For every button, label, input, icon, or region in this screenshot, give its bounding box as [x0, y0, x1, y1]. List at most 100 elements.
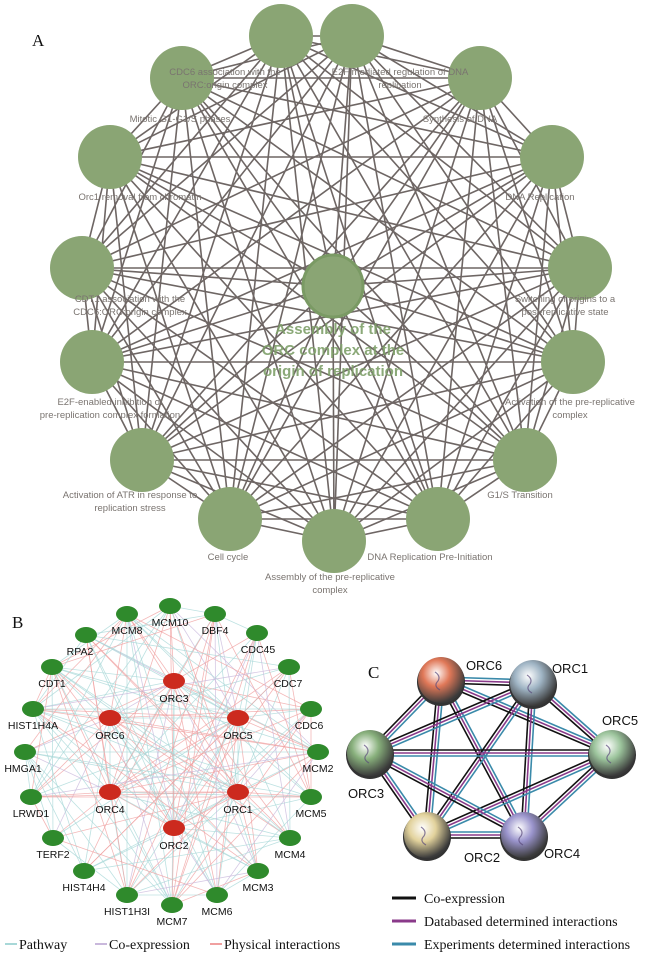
- interaction-edge: [216, 751, 319, 896]
- protein-node: [589, 730, 635, 776]
- interaction-edge: [51, 666, 128, 896]
- interaction-edge: [256, 632, 291, 839]
- related-gene-node: [307, 744, 329, 760]
- pathway-edge: [81, 77, 481, 269]
- center-pathway-label-line: ORC complex at the: [262, 342, 405, 359]
- interaction-edge: [171, 791, 239, 906]
- protein-label: ORC4: [544, 846, 580, 861]
- pathway-label-line: Mitotic G1-G1/S phases: [130, 114, 231, 125]
- query-gene-node: [227, 784, 249, 800]
- pathway-edge: [351, 35, 581, 269]
- related-gene-label: MCM3: [243, 882, 274, 894]
- center-pathway-node: [301, 253, 365, 319]
- pathway-node: [320, 4, 384, 68]
- related-gene-label: HIST1H3I: [104, 906, 150, 918]
- interaction-edge: [214, 613, 218, 896]
- interaction-edge: [109, 708, 312, 719]
- pathway-edge: [332, 285, 574, 363]
- protein-interaction-edge: [423, 679, 439, 835]
- interaction-edge: [83, 827, 175, 872]
- protein-interaction-edge: [426, 752, 613, 836]
- legend-label: Pathway: [19, 938, 67, 953]
- pathway-node: [406, 487, 470, 551]
- pathway-edge: [141, 285, 334, 461]
- pathway-edge: [81, 267, 526, 461]
- pathway-edge: [181, 77, 231, 520]
- related-gene-node: [246, 625, 268, 641]
- legend-label: Co-expression: [109, 938, 190, 953]
- protein-interaction-edge: [423, 680, 532, 834]
- panel-b-letter: B: [12, 613, 23, 632]
- pathway-label-line: Switching of origins to a: [515, 294, 616, 305]
- related-gene-label: MCM5: [296, 808, 327, 820]
- pathway-label: DNA Replication: [505, 192, 574, 203]
- pathway-edge: [91, 361, 335, 542]
- interaction-edge: [109, 717, 259, 872]
- interaction-edge: [24, 751, 85, 872]
- interaction-edge: [214, 613, 239, 793]
- interaction-edge: [171, 708, 312, 906]
- related-gene-label: MCM10: [152, 617, 189, 629]
- pathway-node: [541, 330, 605, 394]
- related-gene-label: CDC45: [241, 644, 276, 656]
- related-gene-node: [161, 897, 183, 913]
- query-gene-node: [99, 784, 121, 800]
- pathway-label-line: G1/S Transition: [487, 490, 552, 501]
- pathway-edge: [280, 35, 553, 158]
- pathway-edge: [109, 156, 334, 287]
- query-gene-label: ORC2: [159, 840, 188, 852]
- pathway-label-line: DNA Replication Pre-Initiation: [367, 552, 492, 563]
- pathway-edge: [333, 156, 553, 542]
- pathway-edge: [91, 77, 183, 363]
- panel-c-edges: [366, 676, 615, 839]
- interaction-edge: [126, 717, 239, 896]
- panel-b-edges: [24, 605, 319, 906]
- center-pathway-label-line: Assembly of the: [275, 321, 391, 338]
- interaction-edge: [126, 613, 319, 753]
- query-gene-node: [227, 710, 249, 726]
- interaction-edge: [52, 837, 218, 896]
- related-gene-node: [116, 887, 138, 903]
- interaction-edge: [173, 680, 218, 896]
- protein-interaction-edge: [428, 684, 537, 838]
- pathway-edge: [181, 77, 553, 158]
- pathway-label: Orc1 removal from chromatin: [78, 192, 201, 203]
- interaction-edge: [126, 613, 239, 719]
- pathway-edge: [81, 267, 231, 520]
- pathway-label-line: complex: [552, 410, 588, 421]
- interaction-edge: [173, 666, 290, 829]
- pathway-edge: [91, 285, 334, 363]
- related-gene-node: [247, 863, 269, 879]
- interaction-edge: [126, 870, 259, 896]
- interaction-edge: [51, 666, 54, 839]
- interaction-edge: [126, 613, 175, 682]
- interaction-edge: [169, 605, 239, 793]
- related-gene-label: CDC7: [274, 678, 303, 690]
- pathway-edge: [437, 267, 581, 520]
- pathway-node: [302, 509, 366, 573]
- interaction-edge: [30, 751, 319, 798]
- pathway-edge: [81, 267, 334, 287]
- panel-b-nodes: ORC3 ORC6 ORC5 ORC4 ORC1 ORC2 MCM10 MCM8 DBF4 RPA…: [4, 598, 334, 928]
- interaction-edge: [32, 613, 128, 710]
- pathway-label-line: Assembly of the pre-replicative: [265, 572, 395, 583]
- related-gene-label: HMGA1: [4, 763, 42, 775]
- interaction-edge: [109, 613, 216, 793]
- related-gene-label: MCM6: [202, 906, 233, 918]
- pathway-label-line: replication stress: [94, 503, 166, 514]
- pathway-edge: [141, 77, 183, 461]
- query-gene-node: [99, 710, 121, 726]
- query-gene-node: [163, 673, 185, 689]
- pathway-edge: [229, 35, 282, 520]
- pathway-label: E2F mediated regulation of DNA replicatio…: [332, 67, 469, 91]
- interaction-edge: [173, 613, 216, 829]
- related-gene-node: [75, 627, 97, 643]
- related-gene-node: [116, 606, 138, 622]
- interaction-edge: [51, 666, 111, 719]
- interaction-edge: [237, 717, 291, 839]
- interaction-edge: [32, 666, 290, 710]
- related-gene-label: CDT1: [38, 678, 66, 690]
- interaction-edge: [51, 605, 171, 668]
